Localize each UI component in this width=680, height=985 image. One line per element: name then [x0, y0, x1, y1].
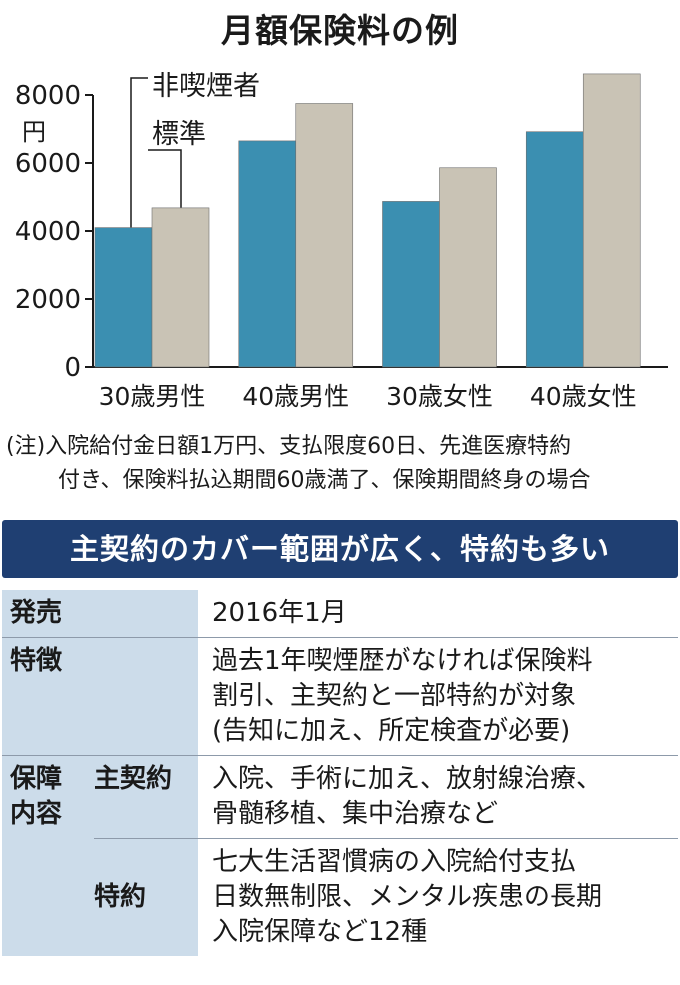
- note-line-1: (注)入院給付金日額1万円、支払限度60日、先進医療特約: [6, 434, 572, 459]
- bar-standard: [582, 73, 641, 368]
- rider-line: 七大生活習慣病の入院給付支払: [212, 847, 577, 877]
- coverage-label: 保障 内容: [2, 755, 94, 956]
- table-row-features: 特徴 過去1年喫煙歴がなければ保険料 割引、主契約と一部特約が対象 (告知に加え…: [2, 637, 678, 756]
- x-tick-label: 40歳女性: [530, 382, 637, 411]
- y-tick-label: 2000: [15, 285, 81, 315]
- rider-line: 入院保障など12種: [212, 917, 428, 947]
- x-tick-label: 40歳男性: [242, 382, 349, 411]
- features-line: 過去1年喫煙歴がなければ保険料: [212, 646, 593, 676]
- features-value: 過去1年喫煙歴がなければ保険料 割引、主契約と一部特約が対象 (告知に加え、所定…: [198, 637, 678, 756]
- spec-table: 発売 2016年1月 特徴 過去1年喫煙歴がなければ保険料 割引、主契約と一部特…: [2, 590, 678, 956]
- section-banner: 主契約のカバー範囲が広く、特約も多い: [2, 520, 678, 578]
- bars: [94, 73, 641, 368]
- bar-nonsmoker: [525, 131, 584, 368]
- rider-value: 七大生活習慣病の入院給付支払 日数無制限、メンタル疾患の長期 入院保障など12種: [198, 838, 678, 956]
- rider-line: 日数無制限、メンタル疾患の長期: [212, 882, 603, 912]
- x-tick-label: 30歳男性: [99, 382, 206, 411]
- bar-standard: [295, 103, 354, 368]
- features-label: 特徴: [2, 637, 199, 756]
- bar-standard: [151, 207, 210, 368]
- release-value: 2016年1月: [212, 598, 347, 628]
- y-tick-label: 6000: [15, 149, 81, 179]
- main-contract-line: 入院、手術に加え、放射線治療、: [212, 764, 603, 794]
- y-axis-unit: 円: [22, 118, 46, 146]
- table-row-release: 発売 2016年1月: [2, 590, 678, 638]
- y-tick-label: 8000: [15, 81, 81, 111]
- table-row-rider: 特約 七大生活習慣病の入院給付支払 日数無制限、メンタル疾患の長期 入院保障など…: [2, 838, 678, 956]
- chart-note: (注)入院給付金日額1万円、支払限度60日、先進医療特約 付き、保険料払込期間6…: [6, 430, 676, 498]
- note-line-2: 付き、保険料払込期間60歳満了、保険期間終身の場合: [58, 468, 591, 493]
- main-contract-label: 主契約: [94, 755, 199, 839]
- legend-leader-line: [130, 77, 148, 228]
- bar-nonsmoker: [94, 227, 153, 368]
- bar-nonsmoker: [238, 140, 297, 368]
- main-contract-value: 入院、手術に加え、放射線治療、 骨髄移植、集中治療など: [198, 755, 678, 839]
- legend-label: 標準: [152, 119, 206, 150]
- legend-leader-line: [148, 149, 182, 208]
- bar-chart: 8000 6000 4000 2000 0 円 30歳男性 40歳男性 30歳女性 40歳女性 非喫…: [15, 71, 668, 411]
- coverage-label-line: 内容: [10, 799, 63, 829]
- release-label: 発売: [2, 590, 199, 638]
- main-contract-line: 骨髄移植、集中治療など: [212, 799, 499, 829]
- chart-title: 月額保険料の例: [221, 11, 459, 50]
- table-row-main-contract: 保障 内容 主契約 入院、手術に加え、放射線治療、 骨髄移植、集中治療など: [2, 755, 678, 956]
- y-tick-label: 4000: [15, 217, 81, 247]
- coverage-label-line: 保障: [10, 764, 63, 794]
- bar-nonsmoker: [382, 201, 440, 368]
- legend-label: 非喫煙者: [152, 71, 260, 102]
- features-line: 割引、主契約と一部特約が対象: [212, 681, 577, 711]
- rider-label: 特約: [94, 838, 199, 956]
- x-tick-label: 30歳女性: [386, 382, 493, 411]
- labels: 8000 6000 4000 2000 0 円 30歳男性 40歳男性 30歳女性 40歳女性 非喫…: [15, 71, 637, 411]
- y-tick-label: 0: [64, 353, 81, 383]
- bar-standard: [439, 167, 497, 368]
- features-line: (告知に加え、所定検査が必要): [212, 716, 571, 746]
